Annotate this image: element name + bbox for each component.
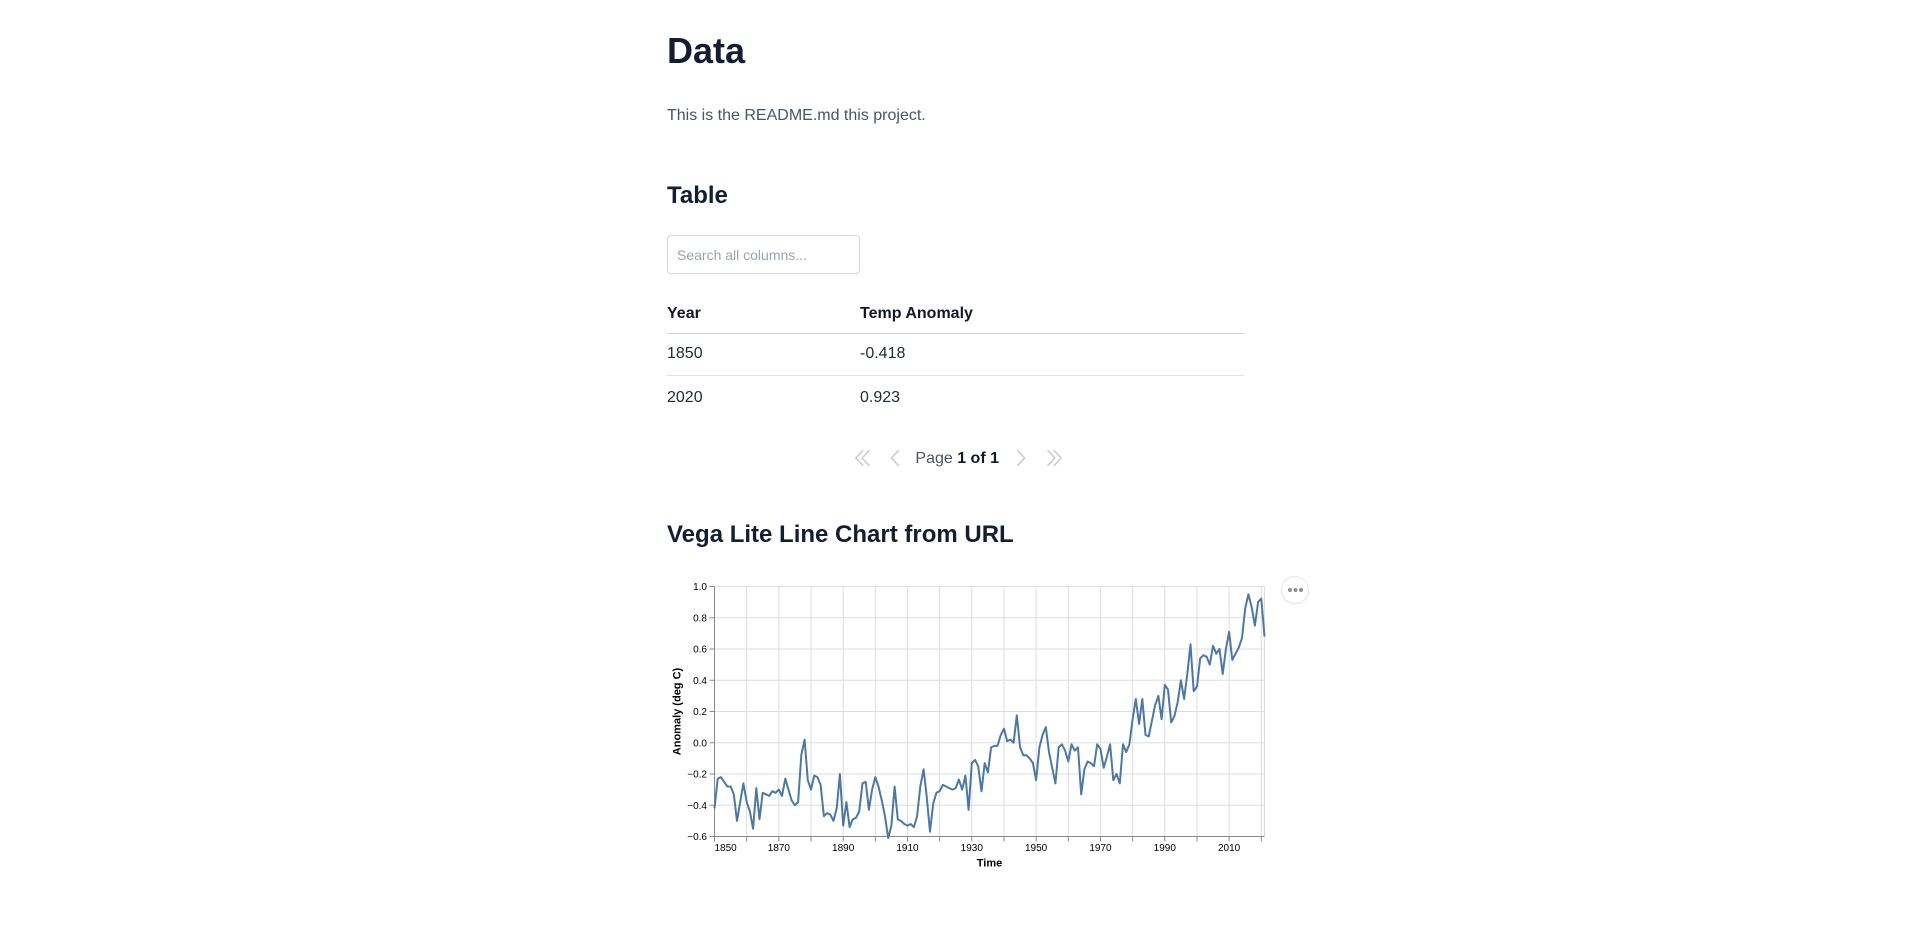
svg-text:1850: 1850	[715, 843, 738, 854]
svg-text:0.8: 0.8	[693, 613, 707, 624]
svg-text:0.4: 0.4	[693, 676, 707, 687]
svg-text:1990: 1990	[1154, 843, 1177, 854]
svg-text:−0.6: −0.6	[687, 832, 707, 843]
svg-text:Time: Time	[977, 858, 1002, 870]
svg-text:2010: 2010	[1218, 843, 1241, 854]
svg-text:−0.4: −0.4	[687, 801, 707, 812]
svg-text:0.0: 0.0	[693, 738, 707, 749]
svg-text:1890: 1890	[832, 843, 855, 854]
svg-text:1870: 1870	[768, 843, 791, 854]
svg-text:0.6: 0.6	[693, 645, 707, 656]
svg-text:−0.2: −0.2	[687, 770, 707, 781]
svg-text:0.2: 0.2	[693, 707, 707, 718]
svg-text:1.0: 1.0	[693, 582, 707, 593]
svg-text:1950: 1950	[1025, 843, 1048, 854]
svg-text:Anomaly (deg C): Anomaly (deg C)	[672, 667, 684, 755]
svg-text:1930: 1930	[961, 843, 984, 854]
svg-text:1910: 1910	[896, 843, 919, 854]
svg-text:1970: 1970	[1089, 843, 1112, 854]
